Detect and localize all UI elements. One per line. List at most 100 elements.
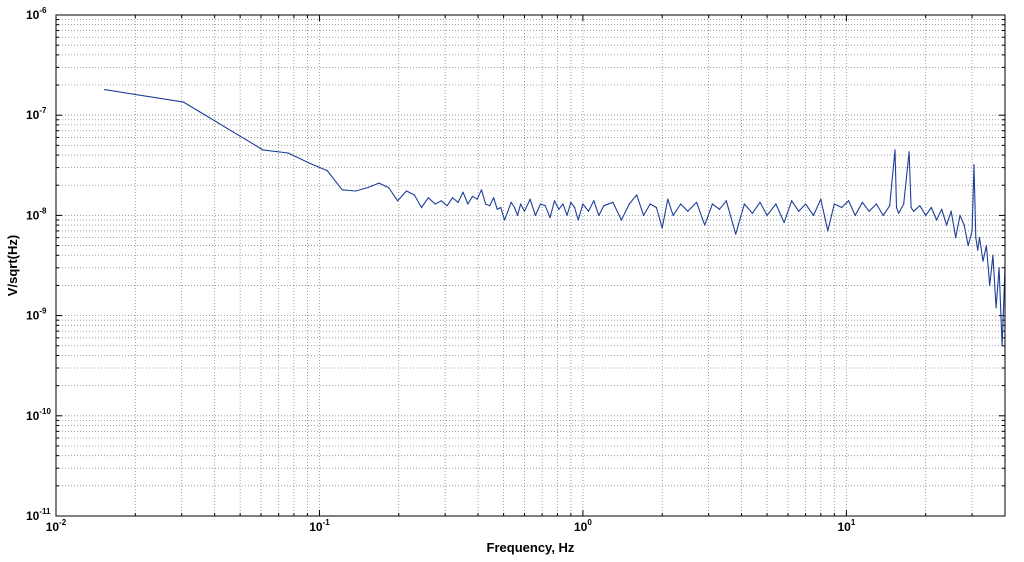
data-point bbox=[367, 186, 369, 189]
data-point bbox=[503, 219, 506, 221]
data-point bbox=[388, 186, 390, 189]
data-point bbox=[549, 217, 551, 219]
data-point bbox=[903, 203, 905, 205]
data-point bbox=[827, 230, 829, 232]
data-point bbox=[889, 205, 891, 207]
x-tick-label: 101 bbox=[837, 518, 855, 534]
data-point bbox=[405, 190, 408, 192]
data-point bbox=[598, 214, 600, 216]
data-point bbox=[582, 203, 584, 205]
data-point bbox=[978, 237, 981, 239]
x-axis-label: Frequency, Hz bbox=[487, 540, 575, 555]
data-point bbox=[378, 182, 380, 184]
data-point bbox=[908, 151, 910, 153]
data-point bbox=[523, 210, 526, 212]
data-point bbox=[420, 206, 423, 209]
data-point bbox=[812, 214, 815, 216]
data-point bbox=[875, 203, 878, 205]
data-point bbox=[725, 200, 727, 202]
data-point bbox=[975, 237, 977, 239]
data-point bbox=[848, 200, 850, 202]
data-point bbox=[489, 205, 491, 207]
data-point bbox=[566, 214, 568, 216]
data-point bbox=[480, 189, 483, 191]
data-point bbox=[977, 249, 979, 251]
data-point bbox=[735, 233, 737, 235]
data-point bbox=[910, 206, 912, 209]
data-point bbox=[516, 214, 519, 216]
data-point bbox=[895, 206, 898, 209]
data-point bbox=[341, 189, 343, 191]
x-tick-label: 10-2 bbox=[46, 518, 67, 534]
data-point bbox=[775, 203, 777, 205]
data-point bbox=[354, 190, 357, 192]
data-point bbox=[971, 230, 973, 232]
data-point bbox=[655, 206, 657, 209]
data-point bbox=[427, 197, 429, 199]
data-point bbox=[687, 210, 689, 212]
y-tick-label: 10-10 bbox=[26, 407, 51, 423]
data-point bbox=[612, 201, 614, 203]
data-point bbox=[434, 203, 436, 205]
data-point bbox=[471, 195, 474, 197]
y-tick-label: 10-6 bbox=[26, 6, 47, 22]
data-point bbox=[534, 214, 536, 216]
data-point bbox=[963, 224, 965, 226]
data-point bbox=[397, 200, 399, 202]
data-point bbox=[989, 284, 991, 287]
data-point bbox=[628, 203, 630, 205]
data-point bbox=[985, 244, 988, 247]
data-point bbox=[919, 205, 921, 207]
data-point bbox=[484, 203, 487, 205]
data-point bbox=[798, 210, 800, 212]
data-point bbox=[529, 198, 531, 200]
data-point bbox=[462, 191, 464, 193]
data-point bbox=[661, 227, 663, 229]
data-point bbox=[841, 206, 843, 209]
data-point bbox=[496, 208, 498, 210]
data-point bbox=[492, 197, 495, 199]
data-point bbox=[413, 194, 415, 196]
data-point bbox=[620, 219, 623, 221]
data-point bbox=[519, 203, 522, 205]
data-point bbox=[982, 260, 984, 262]
data-point bbox=[998, 267, 1000, 269]
data-point bbox=[959, 214, 961, 216]
data-point bbox=[1001, 345, 1003, 347]
data-point bbox=[636, 194, 638, 196]
data-point bbox=[577, 219, 579, 221]
data-point bbox=[587, 210, 590, 212]
data-point bbox=[513, 206, 516, 209]
data-point bbox=[574, 206, 576, 209]
data-point bbox=[457, 201, 459, 203]
data-point bbox=[451, 197, 454, 199]
series-layer bbox=[104, 89, 1006, 347]
plot-area bbox=[56, 15, 1005, 516]
data-point bbox=[967, 244, 969, 247]
data-point bbox=[766, 214, 768, 216]
data-point bbox=[743, 203, 745, 205]
data-point bbox=[868, 210, 870, 212]
data-point bbox=[704, 224, 706, 226]
data-point bbox=[711, 203, 713, 205]
data-point bbox=[558, 208, 560, 210]
data-point bbox=[695, 201, 698, 203]
data-point bbox=[182, 101, 185, 103]
plot-frame bbox=[55, 14, 1006, 517]
data-point bbox=[913, 210, 915, 212]
data-point bbox=[326, 169, 328, 172]
data-point bbox=[672, 214, 674, 216]
data-point bbox=[894, 149, 896, 151]
data-point bbox=[500, 206, 502, 209]
data-point bbox=[820, 198, 822, 200]
data-point bbox=[510, 201, 512, 203]
data-point bbox=[783, 221, 785, 224]
data-point bbox=[667, 198, 669, 200]
data-point bbox=[476, 198, 478, 200]
data-point bbox=[941, 208, 943, 210]
data-point bbox=[930, 206, 932, 209]
data-point bbox=[649, 203, 651, 205]
x-tick-label: 100 bbox=[574, 518, 592, 534]
data-point bbox=[935, 219, 938, 221]
